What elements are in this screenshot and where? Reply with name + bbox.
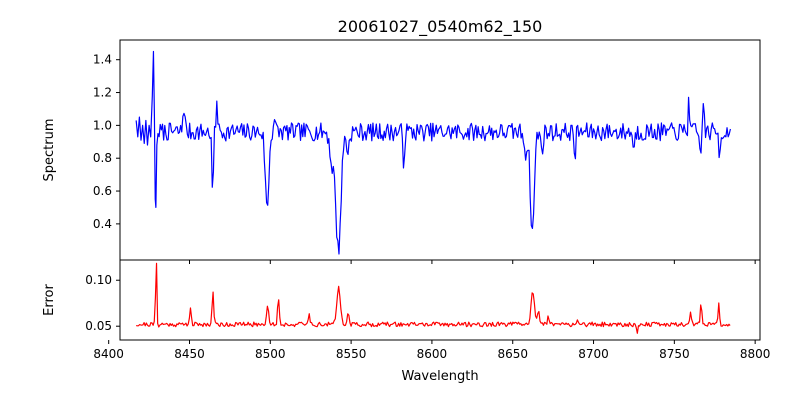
xtick-label: 8500	[255, 347, 286, 361]
xtick-label: 8650	[497, 347, 528, 361]
error-ticks: 8400 8450 8500 8550 8600 8650 8700 8750 8800 0.05…	[85, 273, 770, 361]
xtick-label: 8700	[578, 347, 609, 361]
spectrum-ylabel: Spectrum	[42, 119, 57, 182]
xtick-label: 8450	[174, 347, 205, 361]
error-ylabel: Error	[42, 284, 57, 316]
spectrum-ytick-label: 0.6	[93, 184, 112, 198]
spectrum-series-line	[135, 50, 732, 255]
spectrum-ytick-label: 0.8	[93, 151, 112, 165]
spectrum-ytick-label: 0.4	[93, 217, 112, 231]
spectrum-ticks: 0.4 0.6 0.8 1.0 1.2 1.4	[93, 53, 756, 264]
xlabel: Wavelength	[401, 369, 478, 384]
spectrum-line-group	[135, 50, 732, 255]
xtick-label: 8400	[93, 347, 124, 361]
xtick-label: 8550	[336, 347, 367, 361]
error-line-group	[136, 262, 731, 334]
error-axes-frame	[119, 259, 761, 341]
spectrum-ytick-label: 1.4	[93, 53, 112, 67]
chart-title: 20061027_0540m62_150	[338, 17, 543, 37]
xtick-label: 8750	[659, 347, 690, 361]
xtick-label: 8600	[417, 347, 448, 361]
xtick-label: 8800	[740, 347, 771, 361]
error-ytick-label: 0.05	[85, 319, 112, 333]
error-series-line	[136, 262, 731, 334]
spectrum-ytick-label: 1.0	[93, 118, 112, 132]
error-ytick-label: 0.10	[85, 273, 112, 287]
error-panel: 8400 8450 8500 8550 8600 8650 8700 8750 8800 0.05…	[42, 259, 770, 384]
spectrum-ytick-label: 1.2	[93, 86, 112, 100]
